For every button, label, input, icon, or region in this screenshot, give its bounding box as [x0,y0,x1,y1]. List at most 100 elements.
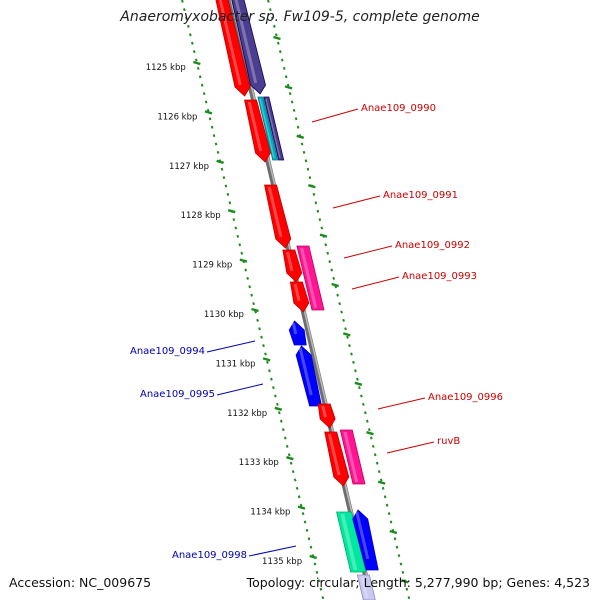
gene-label-anae109-0994[interactable]: Anae109_0994 [130,340,256,357]
label-leader-line [216,383,264,396]
ruler-dot [234,226,238,230]
gene-feature-f8[interactable] [289,281,310,313]
ruler-dot [268,369,271,373]
ruler-dot [305,528,309,532]
ruler-dot [286,83,290,87]
gene-feature-f14[interactable] [339,429,366,485]
ruler-dot [328,260,332,264]
ruler-dot [332,276,336,280]
ruler-dot [260,335,263,339]
gene-label-anae109-0993[interactable]: Anae109_0993 [351,271,477,290]
gene-feature-f5[interactable] [263,96,285,161]
ruler-dot [338,302,341,306]
gene-feature-f1[interactable] [215,0,251,97]
ruler-major-tick [366,431,374,436]
gene-label-anae109-0998[interactable]: Anae109_0998 [172,545,297,561]
ruler-dot [258,327,261,331]
ruler-dot [385,503,389,507]
ruler-dot [295,486,299,490]
ruler-dot [240,251,244,255]
ruler-dot [276,41,280,45]
gene-label-anae109-0996[interactable]: Anae109_0996 [377,392,503,410]
kbp-label: 1126 kbp [157,112,197,122]
ruler-dot [365,419,369,423]
gene-feature-f4[interactable] [257,96,279,161]
ruler-dot [399,562,403,566]
label-leader-line [311,108,359,123]
ruler-dot [371,444,375,448]
ruler-dot [297,495,301,499]
ruler-dot [276,402,279,406]
ruler-dot [383,495,387,499]
ruler-major-tick [262,357,271,362]
ruler-dot [369,436,373,440]
gene-feature-f2[interactable] [231,0,266,95]
kbp-label: 1133 kbp [239,458,279,468]
ruler-dot [216,150,220,154]
ruler-dot [319,587,323,591]
gene-feature-f10[interactable] [288,320,307,346]
ruler-dot [248,285,252,289]
ruler-dot [285,444,289,448]
ruler-dot [287,453,291,457]
ruler-dot [318,218,322,222]
gene-label-anae109-0992[interactable]: Anae109_0992 [343,240,470,259]
ruler-dot [375,461,379,465]
ruler-dot [183,8,186,12]
ruler-dot [289,461,293,465]
label-leader-line [351,276,400,290]
ruler-major-tick [377,480,386,485]
ruler-dot [212,134,216,138]
ruler-dot [340,310,343,314]
ruler-dot [379,478,383,482]
ruler-dot [324,243,328,247]
ruler-dot [200,83,204,87]
ruler-dot [283,436,287,440]
gene-feature-f16[interactable] [352,509,379,571]
ruler-dot [281,428,285,432]
label-leader-line [377,397,426,410]
ruler-dot [342,318,345,322]
gene-label-anae109-0991[interactable]: Anae109_0991 [332,190,458,209]
ruler-dot [284,75,288,79]
ruler-dot [282,66,286,70]
gene-label-ruvb[interactable]: ruvB [386,436,460,454]
ruler-dot [314,201,318,205]
ruler-dot [262,344,265,348]
scale-labels: 1125 kbp 1126 kbp 1127 kbp 1128 kbp 1129 kbp… [146,63,302,567]
ruler-major-tick [273,35,281,41]
gene-label-text: Anae109_0992 [395,240,470,251]
ruler-major-tick [216,159,224,164]
gene-feature-f17[interactable] [356,574,376,600]
ruler-dot [373,453,377,457]
gene-feature-f15[interactable] [336,511,367,573]
ruler-dot [236,234,240,238]
gene-label-text: Anae109_0990 [361,103,436,114]
ruler-dot [181,0,184,3]
ruler-dot [309,545,313,549]
gene-feature-f3[interactable] [244,99,271,163]
gene-feature-f9[interactable] [296,245,325,311]
gene-label-anae109-0995[interactable]: Anae109_0995 [140,383,264,400]
ruler-dot [397,554,401,558]
kbp-label: 1134 kbp [250,508,290,518]
ruler-dot [389,520,393,524]
gene-feature-f7[interactable] [282,249,303,283]
kbp-label: 1128 kbp [181,211,221,221]
gene-feature-f12[interactable] [317,403,336,429]
ruler-dot [194,58,198,62]
ruler-dot [208,117,212,121]
kbp-label: 1135 kbp [262,557,302,567]
gene-feature-f6[interactable] [264,184,292,249]
ruler-dot [358,386,361,390]
ruler-dot [293,478,297,482]
ruler-dot [250,293,253,297]
gene-feature-f11[interactable] [295,345,323,407]
ruler-dot [362,402,365,406]
label-leader-line [206,340,256,353]
ruler-dot [266,360,269,364]
gene-feature-f13[interactable] [324,431,350,487]
ruler-dot [192,50,196,54]
gene-label-anae109-0990[interactable]: Anae109_0990 [311,103,436,123]
ruler-dot [407,596,411,600]
